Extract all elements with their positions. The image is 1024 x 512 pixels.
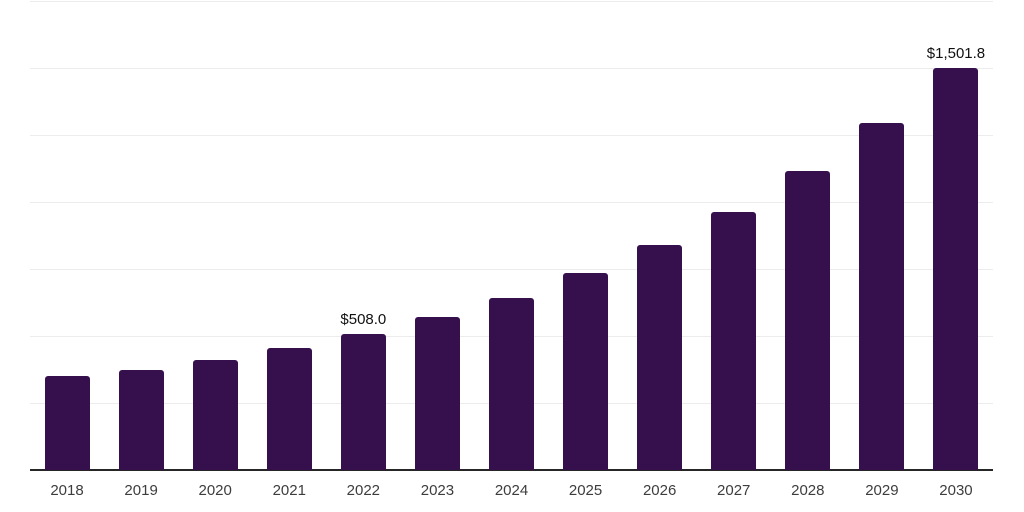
x-tick-2024: 2024 <box>494 482 529 499</box>
bar-2029 <box>859 122 905 470</box>
x-tick-2028: 2028 <box>791 482 825 499</box>
bar-2022 <box>340 333 386 470</box>
x-tick-2026: 2026 <box>642 482 677 499</box>
bar-2025 <box>563 273 609 470</box>
gridline-1250 <box>30 135 993 136</box>
x-tick-2029: 2029 <box>865 482 899 499</box>
x-tick-2020: 2020 <box>198 482 232 499</box>
x-tick-2023: 2023 <box>420 482 455 499</box>
value-label-2030: $1,501.8 <box>926 44 986 62</box>
x-tick-2022: 2022 <box>346 482 381 499</box>
plot-area: 2018 2019 2020 2021 $508.0 2022 2023 2024 2025 20… <box>30 0 993 499</box>
x-tick-2027: 2027 <box>717 482 751 499</box>
gridline-1000 <box>30 202 993 203</box>
x-tick-2018: 2018 <box>50 482 84 499</box>
bar-2018 <box>44 375 90 470</box>
bar-2024 <box>489 297 534 470</box>
x-tick-2019: 2019 <box>124 482 158 499</box>
value-label-2022: $508.0 <box>340 310 387 328</box>
bar-2019 <box>118 370 164 470</box>
bar-2027 <box>711 211 757 470</box>
x-tick-2025: 2025 <box>568 482 603 499</box>
gridline-1750 <box>30 1 993 2</box>
bar-2026 <box>637 244 683 470</box>
gridline-750 <box>30 269 993 270</box>
bar-2028 <box>785 170 831 470</box>
bar-2023 <box>414 316 460 470</box>
gridline-1500 <box>30 68 993 69</box>
bar-2021 <box>266 348 312 470</box>
x-tick-2021: 2021 <box>272 482 306 499</box>
bar-2020 <box>192 360 238 470</box>
x-axis-line <box>30 469 993 471</box>
x-tick-2030: 2030 <box>939 482 973 499</box>
bar-2030 <box>933 67 979 470</box>
